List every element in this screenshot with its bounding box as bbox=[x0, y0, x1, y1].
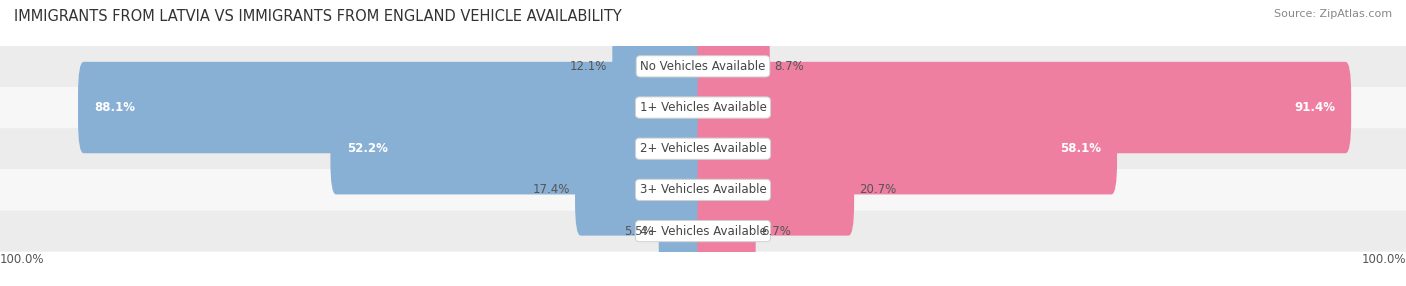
Text: 2+ Vehicles Available: 2+ Vehicles Available bbox=[640, 142, 766, 155]
FancyBboxPatch shape bbox=[575, 144, 709, 236]
FancyBboxPatch shape bbox=[0, 128, 1406, 169]
FancyBboxPatch shape bbox=[697, 62, 1351, 153]
FancyBboxPatch shape bbox=[0, 46, 1406, 87]
Text: 91.4%: 91.4% bbox=[1294, 101, 1336, 114]
Text: IMMIGRANTS FROM LATVIA VS IMMIGRANTS FROM ENGLAND VEHICLE AVAILABILITY: IMMIGRANTS FROM LATVIA VS IMMIGRANTS FRO… bbox=[14, 9, 621, 23]
Text: 100.0%: 100.0% bbox=[0, 253, 45, 265]
Text: 88.1%: 88.1% bbox=[94, 101, 135, 114]
FancyBboxPatch shape bbox=[697, 185, 756, 277]
Text: 3+ Vehicles Available: 3+ Vehicles Available bbox=[640, 183, 766, 196]
FancyBboxPatch shape bbox=[330, 103, 709, 194]
Text: 17.4%: 17.4% bbox=[533, 183, 571, 196]
FancyBboxPatch shape bbox=[697, 103, 1118, 194]
Text: Source: ZipAtlas.com: Source: ZipAtlas.com bbox=[1274, 9, 1392, 19]
Text: 4+ Vehicles Available: 4+ Vehicles Available bbox=[640, 225, 766, 238]
Text: 100.0%: 100.0% bbox=[1361, 253, 1406, 265]
FancyBboxPatch shape bbox=[697, 21, 770, 112]
FancyBboxPatch shape bbox=[0, 210, 1406, 252]
Text: 52.2%: 52.2% bbox=[346, 142, 388, 155]
Text: 1+ Vehicles Available: 1+ Vehicles Available bbox=[640, 101, 766, 114]
Text: 5.5%: 5.5% bbox=[624, 225, 654, 238]
Text: 6.7%: 6.7% bbox=[761, 225, 790, 238]
Text: 8.7%: 8.7% bbox=[775, 60, 804, 73]
Text: No Vehicles Available: No Vehicles Available bbox=[640, 60, 766, 73]
FancyBboxPatch shape bbox=[0, 169, 1406, 210]
FancyBboxPatch shape bbox=[658, 185, 709, 277]
FancyBboxPatch shape bbox=[0, 87, 1406, 128]
Text: 12.1%: 12.1% bbox=[569, 60, 607, 73]
Text: 20.7%: 20.7% bbox=[859, 183, 896, 196]
Text: 58.1%: 58.1% bbox=[1060, 142, 1101, 155]
FancyBboxPatch shape bbox=[79, 62, 709, 153]
FancyBboxPatch shape bbox=[697, 144, 855, 236]
FancyBboxPatch shape bbox=[613, 21, 709, 112]
